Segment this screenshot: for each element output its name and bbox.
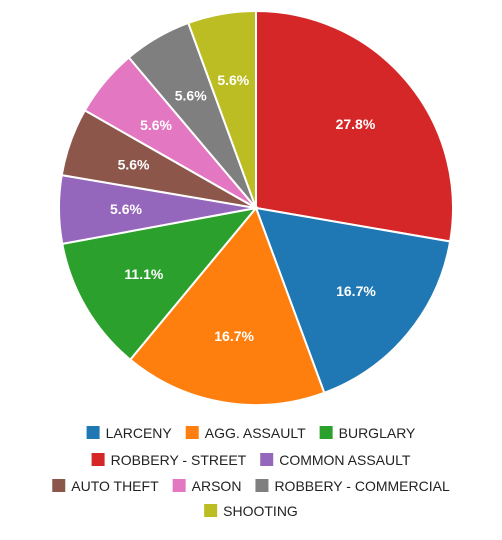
legend-swatch	[91, 453, 105, 466]
legend-swatch	[185, 426, 199, 439]
legend-swatch	[255, 479, 269, 492]
slice-label: 5.6%	[175, 88, 207, 104]
slice-label: 16.7%	[336, 283, 376, 299]
slice-label: 27.8%	[336, 116, 376, 132]
legend-label: ROBBERY - COMMERCIAL	[274, 478, 450, 494]
legend-label: AUTO THEFT	[71, 478, 159, 494]
legend-label: LARCENY	[106, 425, 173, 441]
chart-legend: LARCENY AGG. ASSAULT BURGLARY ROBBERY - STR…	[52, 425, 450, 519]
legend-swatch	[86, 426, 100, 439]
legend-swatch	[319, 426, 333, 439]
slice-label: 5.6%	[140, 117, 172, 133]
pie-slice-robbery-street	[255, 9, 454, 243]
legend-swatch	[172, 479, 186, 492]
slice-label: 5.6%	[110, 201, 142, 217]
legend-label: SHOOTING	[223, 503, 298, 519]
legend-label: ARSON	[192, 478, 242, 494]
pie-slice-agg-assault	[128, 206, 326, 406]
pie-slice-burglary	[61, 206, 259, 362]
slice-label: 16.7%	[214, 328, 254, 344]
pie-slice-labels: 27.8%16.7%16.7%11.1%5.6%5.6%5.6%5.6%5.6%	[110, 72, 376, 344]
legend-swatch	[52, 479, 66, 492]
pie-slice-larceny	[254, 206, 452, 395]
legend-label: COMMON ASSAULT	[279, 452, 411, 468]
pie-slices	[58, 9, 454, 406]
legend-label: ROBBERY - STREET	[111, 452, 247, 468]
legend-label: BURGLARY	[339, 425, 416, 441]
legend-swatch	[204, 504, 218, 517]
slice-label: 5.6%	[217, 72, 249, 88]
legend-label: AGG. ASSAULT	[205, 425, 306, 441]
legend-swatch	[260, 453, 274, 466]
pie-slice-shooting	[187, 9, 257, 209]
slice-label: 5.6%	[118, 156, 150, 172]
slice-label: 11.1%	[124, 266, 163, 282]
